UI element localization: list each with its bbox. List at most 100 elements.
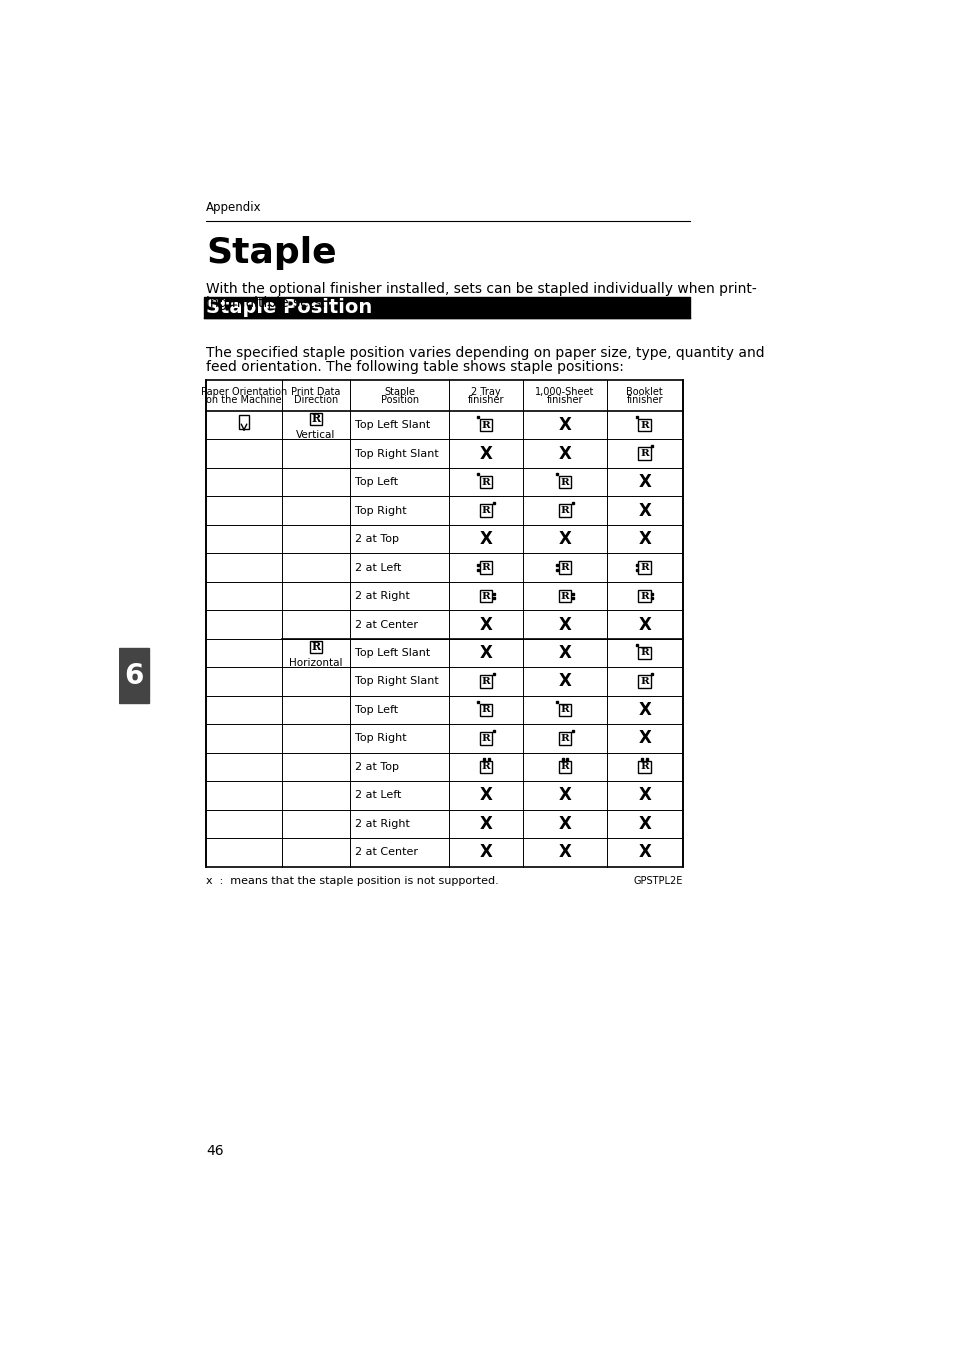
Text: Top Right Slant: Top Right Slant <box>355 677 438 686</box>
Bar <box>238 415 249 428</box>
Text: Top Left Slant: Top Left Slant <box>355 648 430 658</box>
Text: R: R <box>481 762 490 771</box>
Text: X: X <box>638 815 651 834</box>
Text: X: X <box>638 701 651 719</box>
Text: 1,000-Sheet: 1,000-Sheet <box>535 386 594 397</box>
Text: 2 at Right: 2 at Right <box>355 819 409 830</box>
Bar <box>479 590 492 603</box>
Text: 2 at Center: 2 at Center <box>355 847 417 858</box>
Text: X: X <box>558 616 571 634</box>
Text: R: R <box>560 563 569 571</box>
Text: R: R <box>481 477 490 486</box>
Text: R: R <box>560 734 569 743</box>
Bar <box>558 476 571 488</box>
Bar <box>558 732 571 744</box>
Text: X: X <box>638 530 651 549</box>
Bar <box>479 676 492 688</box>
Bar <box>206 380 682 867</box>
Text: X: X <box>558 815 571 834</box>
Text: R: R <box>312 413 320 424</box>
Text: Horizontal: Horizontal <box>289 658 342 667</box>
Text: Top Right: Top Right <box>355 505 406 516</box>
Text: Top Right: Top Right <box>355 734 406 743</box>
Bar <box>479 732 492 744</box>
Text: X: X <box>638 501 651 520</box>
Bar <box>479 419 492 431</box>
Text: 2 at Left: 2 at Left <box>355 562 401 573</box>
Text: R: R <box>639 563 648 571</box>
Text: X: X <box>638 786 651 804</box>
Text: X: X <box>638 730 651 747</box>
Text: R: R <box>639 677 648 686</box>
Text: feed orientation. The following table shows staple positions:: feed orientation. The following table sh… <box>206 359 623 374</box>
Bar <box>638 447 650 459</box>
Text: X: X <box>479 786 492 804</box>
Bar <box>638 647 650 659</box>
Text: R: R <box>560 477 569 486</box>
Text: Top Left: Top Left <box>355 477 397 488</box>
Text: Top Left Slant: Top Left Slant <box>355 420 430 430</box>
Bar <box>638 562 650 574</box>
Text: ing multiple sets.: ing multiple sets. <box>206 296 325 311</box>
Text: Appendix: Appendix <box>206 201 261 215</box>
Text: R: R <box>481 705 490 715</box>
Text: 2 at Top: 2 at Top <box>355 762 398 771</box>
Bar <box>638 761 650 773</box>
Bar <box>558 504 571 516</box>
Bar <box>558 562 571 574</box>
Bar <box>638 419 650 431</box>
Text: 46: 46 <box>206 1144 223 1158</box>
Bar <box>558 761 571 773</box>
Bar <box>119 648 149 704</box>
Text: 2 at Left: 2 at Left <box>355 790 401 800</box>
Text: X: X <box>558 530 571 549</box>
Text: X: X <box>558 416 571 434</box>
Bar <box>638 590 650 603</box>
Text: 2 Tray: 2 Tray <box>471 386 500 397</box>
Text: 6: 6 <box>124 662 144 690</box>
Text: X: X <box>638 843 651 862</box>
Text: finisher: finisher <box>626 394 662 405</box>
Bar <box>638 676 650 688</box>
Text: Staple Position: Staple Position <box>206 299 372 317</box>
Text: X: X <box>638 616 651 634</box>
Text: Position: Position <box>380 394 418 405</box>
Text: R: R <box>481 563 490 571</box>
Bar <box>310 413 322 426</box>
Text: R: R <box>560 507 569 515</box>
Text: R: R <box>481 592 490 600</box>
Text: X: X <box>479 815 492 834</box>
Text: R: R <box>481 677 490 686</box>
Text: Top Right Slant: Top Right Slant <box>355 449 438 458</box>
Text: Staple: Staple <box>384 386 415 397</box>
Text: Paper Orientation: Paper Orientation <box>201 386 287 397</box>
Text: 2 at Right: 2 at Right <box>355 590 409 601</box>
Text: X: X <box>479 616 492 634</box>
Text: Print Data: Print Data <box>291 386 340 397</box>
Text: on the Machine: on the Machine <box>206 394 281 405</box>
Text: R: R <box>639 592 648 600</box>
Text: x  :  means that the staple position is not supported.: x : means that the staple position is no… <box>206 875 498 886</box>
Text: R: R <box>639 648 648 658</box>
Text: 2 at Top: 2 at Top <box>355 534 398 544</box>
Text: R: R <box>560 705 569 715</box>
Text: R: R <box>481 420 490 430</box>
Text: R: R <box>639 420 648 430</box>
Text: X: X <box>638 473 651 490</box>
Text: R: R <box>312 642 320 653</box>
Text: X: X <box>558 843 571 862</box>
Text: X: X <box>479 644 492 662</box>
Text: R: R <box>639 449 648 458</box>
Bar <box>479 476 492 488</box>
Text: 2 at Center: 2 at Center <box>355 620 417 630</box>
Text: Booklet: Booklet <box>626 386 662 397</box>
Text: X: X <box>479 444 492 462</box>
Bar <box>558 704 571 716</box>
Bar <box>479 704 492 716</box>
Text: Top Left: Top Left <box>355 705 397 715</box>
Text: The specified staple position varies depending on paper size, type, quantity and: The specified staple position varies dep… <box>206 346 764 361</box>
Bar <box>479 504 492 516</box>
Text: R: R <box>560 592 569 600</box>
Bar <box>558 590 571 603</box>
Text: finisher: finisher <box>468 394 504 405</box>
